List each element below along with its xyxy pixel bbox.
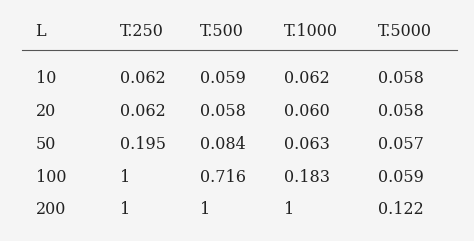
Text: 1: 1	[120, 201, 130, 219]
Text: 0.062: 0.062	[120, 103, 165, 120]
Text: 0.058: 0.058	[377, 103, 423, 120]
Text: 10: 10	[36, 70, 56, 87]
Text: L: L	[36, 22, 46, 40]
Text: 0.058: 0.058	[200, 103, 246, 120]
Text: 0.716: 0.716	[200, 168, 246, 186]
Text: 1: 1	[284, 201, 294, 219]
Text: 0.059: 0.059	[200, 70, 246, 87]
Text: 50: 50	[36, 135, 56, 153]
Text: 20: 20	[36, 103, 56, 120]
Text: 200: 200	[36, 201, 66, 219]
Text: T.500: T.500	[200, 22, 244, 40]
Text: 0.059: 0.059	[377, 168, 423, 186]
Text: T.250: T.250	[120, 22, 164, 40]
Text: 0.058: 0.058	[377, 70, 423, 87]
Text: 0.195: 0.195	[120, 135, 166, 153]
Text: T.5000: T.5000	[377, 22, 431, 40]
Text: 100: 100	[36, 168, 66, 186]
Text: 0.063: 0.063	[284, 135, 330, 153]
Text: 1: 1	[120, 168, 130, 186]
Text: 0.062: 0.062	[284, 70, 329, 87]
Text: 0.084: 0.084	[200, 135, 245, 153]
Text: 0.062: 0.062	[120, 70, 165, 87]
Text: 0.122: 0.122	[377, 201, 423, 219]
Text: 0.060: 0.060	[284, 103, 329, 120]
Text: 1: 1	[200, 201, 210, 219]
Text: 0.183: 0.183	[284, 168, 330, 186]
Text: 0.057: 0.057	[377, 135, 423, 153]
Text: T.1000: T.1000	[284, 22, 338, 40]
